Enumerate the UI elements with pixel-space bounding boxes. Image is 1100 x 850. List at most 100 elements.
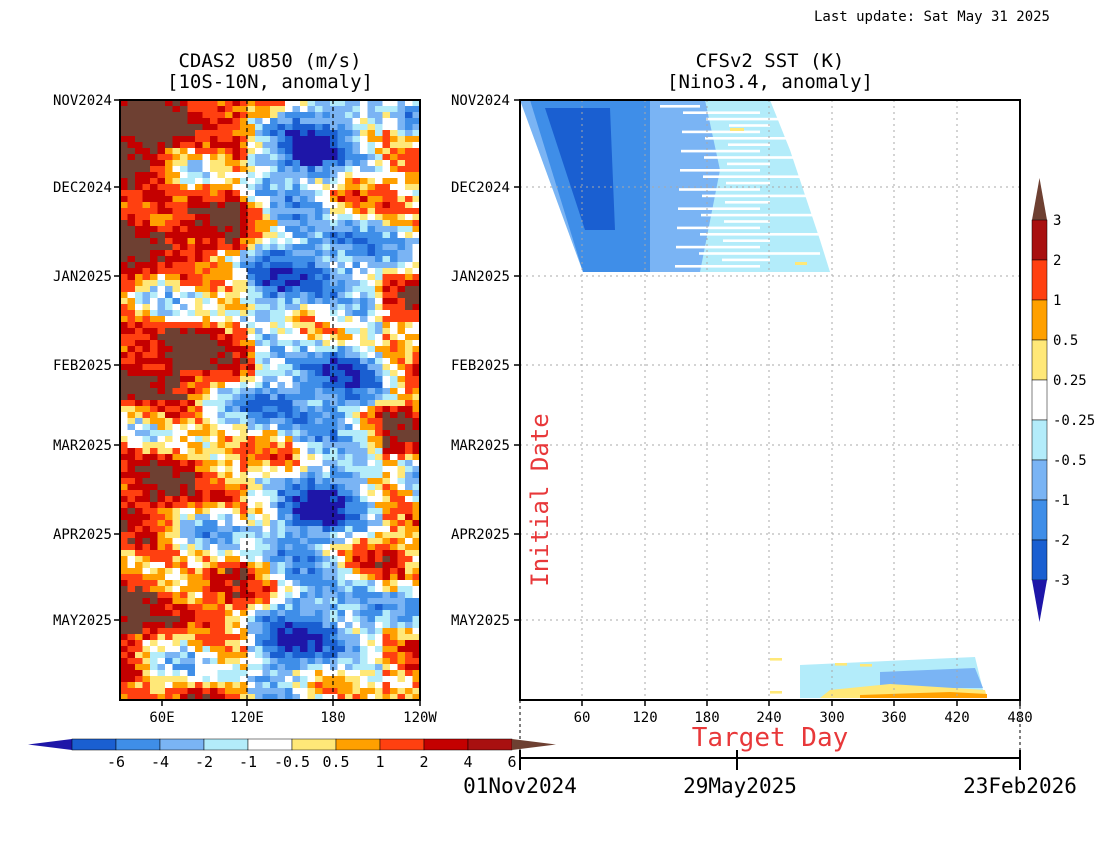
u850-anomaly-cell — [262, 178, 271, 185]
u850-anomaly-cell — [390, 676, 398, 683]
u850-anomaly-cell — [270, 262, 278, 269]
u850-anomaly-cell — [352, 334, 361, 341]
u850-anomaly-cell — [127, 484, 136, 491]
u850-anomaly-cell — [277, 142, 286, 149]
u850-anomaly-cell — [225, 670, 233, 677]
u850-anomaly-cell — [210, 250, 218, 257]
u850-anomaly-cell — [360, 550, 368, 557]
u850-anomaly-cell — [322, 340, 331, 347]
u850-anomaly-cell — [127, 676, 136, 683]
u850-anomaly-cell — [277, 616, 286, 623]
u850-anomaly-cell — [405, 400, 413, 407]
u850-anomaly-cell — [240, 574, 248, 581]
u850-anomaly-cell — [315, 658, 323, 665]
u850-anomaly-cell — [382, 106, 391, 113]
u850-anomaly-cell — [307, 628, 316, 635]
u850-anomaly-cell — [292, 298, 301, 305]
u850-anomaly-cell — [307, 340, 316, 347]
u850-anomaly-cell — [412, 136, 421, 143]
u850-anomaly-cell — [157, 640, 166, 647]
u850-anomaly-cell — [127, 448, 136, 455]
u850-anomaly-cell — [277, 292, 286, 299]
u850-anomaly-cell — [142, 526, 151, 533]
u850-anomaly-cell — [397, 340, 406, 347]
u850-anomaly-cell — [195, 508, 203, 515]
u850-anomaly-cell — [367, 148, 376, 155]
u850-anomaly-cell — [352, 520, 361, 527]
u850-anomaly-cell — [345, 490, 353, 497]
u850-anomaly-cell — [352, 142, 361, 149]
u850-anomaly-cell — [142, 244, 151, 251]
u850-anomaly-cell — [285, 658, 293, 665]
u850-anomaly-cell — [247, 604, 256, 611]
u850-anomaly-cell — [225, 568, 233, 575]
u850-anomaly-cell — [262, 508, 271, 515]
u850-anomaly-cell — [120, 274, 128, 281]
u850-anomaly-cell — [337, 616, 346, 623]
u850-anomaly-cell — [345, 262, 353, 269]
u850-anomaly-cell — [307, 118, 316, 125]
u850-anomaly-cell — [232, 634, 241, 641]
u850-anomaly-cell — [240, 328, 248, 335]
u850-anomaly-cell — [352, 100, 361, 107]
u850-anomaly-cell — [270, 202, 278, 209]
u850-anomaly-cell — [142, 178, 151, 185]
u850-anomaly-cell — [217, 232, 226, 239]
date-axis: 01Nov2024 29May2025 23Feb2026 — [463, 750, 1077, 798]
u850-anomaly-cell — [202, 562, 211, 569]
u850-anomaly-cell — [352, 364, 361, 371]
u850-anomaly-cell — [262, 304, 271, 311]
u850-anomaly-cell — [255, 628, 263, 635]
u850-anomaly-cell — [270, 280, 278, 287]
u850-anomaly-cell — [142, 340, 151, 347]
u850-anomaly-cell — [255, 316, 263, 323]
u850-anomaly-cell — [397, 664, 406, 671]
u850-anomaly-cell — [202, 634, 211, 641]
u850-anomaly-cell — [390, 268, 398, 275]
u850-anomaly-cell — [337, 406, 346, 413]
u850-anomaly-cell — [300, 466, 308, 473]
u850-anomaly-cell — [165, 322, 173, 329]
u850-anomaly-cell — [405, 298, 413, 305]
u850-anomaly-cell — [360, 646, 368, 653]
u850-anomaly-cell — [150, 388, 158, 395]
u850-anomaly-cell — [345, 238, 353, 245]
u850-anomaly-cell — [142, 424, 151, 431]
u850-anomaly-cell — [225, 136, 233, 143]
u850-anomaly-cell — [270, 136, 278, 143]
u850-anomaly-cell — [367, 574, 376, 581]
u850-anomaly-cell — [360, 538, 368, 545]
u850-anomaly-cell — [315, 286, 323, 293]
u850-anomaly-cell — [277, 574, 286, 581]
u850-anomaly-cell — [180, 670, 188, 677]
u850-anomaly-cell — [195, 142, 203, 149]
sst-warm-streak — [795, 262, 807, 265]
u850-anomaly-cell — [157, 448, 166, 455]
u850-anomaly-cell — [217, 640, 226, 647]
u850-anomaly-cell — [150, 340, 158, 347]
sst-y-tick-label: MAR2025 — [451, 438, 510, 454]
sst-colorbar-label: 3 — [1053, 213, 1061, 229]
u850-anomaly-cell — [135, 124, 143, 131]
u850-anomaly-cell — [202, 352, 211, 359]
u850-anomaly-cell — [300, 646, 308, 653]
u850-anomaly-cell — [300, 388, 308, 395]
u850-anomaly-cell — [195, 244, 203, 251]
u850-anomaly-cell — [360, 496, 368, 503]
u850-anomaly-cell — [360, 160, 368, 167]
u850-anomaly-cell — [187, 568, 196, 575]
u850-anomaly-cell — [270, 340, 278, 347]
u850-anomaly-cell — [187, 154, 196, 161]
u850-anomaly-cell — [232, 100, 241, 107]
u850-anomaly-cell — [292, 226, 301, 233]
u850-anomaly-cell — [390, 592, 398, 599]
u850-anomaly-cell — [187, 496, 196, 503]
u850-anomaly-cell — [165, 502, 173, 509]
u850-anomaly-cell — [390, 514, 398, 521]
u850-anomaly-cell — [352, 556, 361, 563]
u850-anomaly-cell — [262, 496, 271, 503]
u850-anomaly-cell — [127, 592, 136, 599]
u850-anomaly-cell — [390, 208, 398, 215]
u850-anomaly-cell — [277, 556, 286, 563]
u850-anomaly-cell — [202, 418, 211, 425]
